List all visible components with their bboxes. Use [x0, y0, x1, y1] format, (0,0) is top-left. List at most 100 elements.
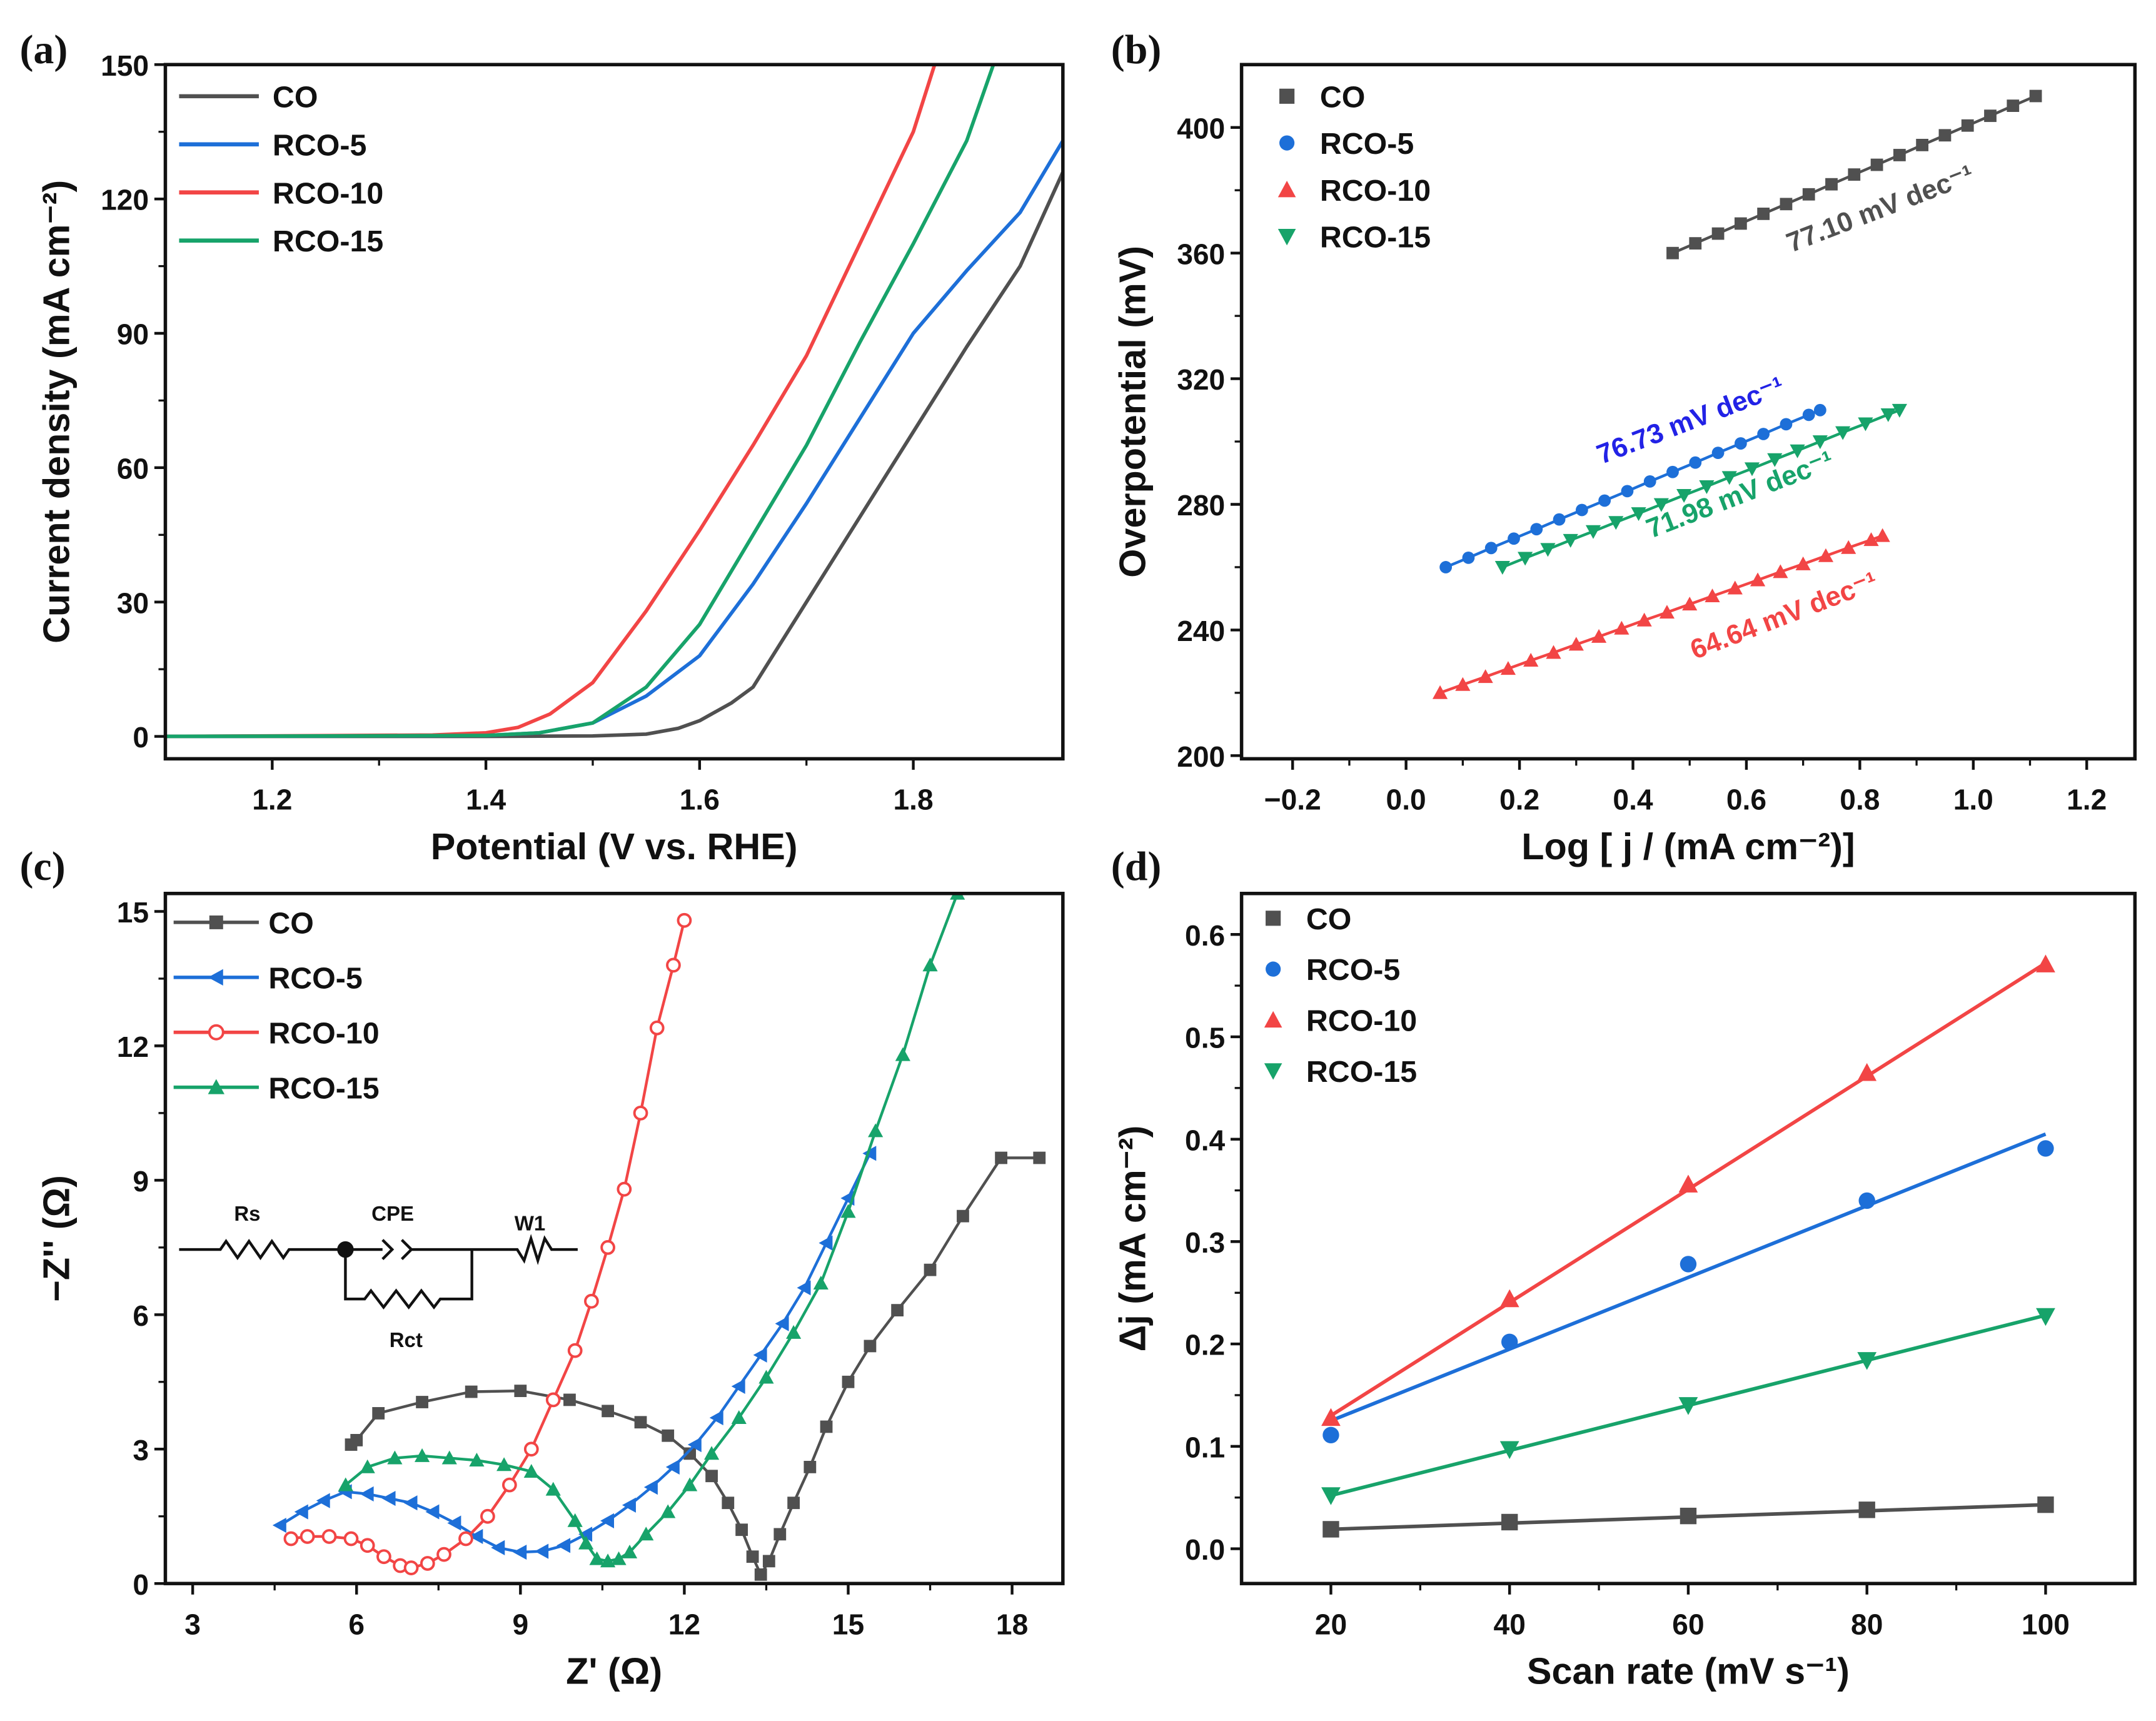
x-tick-label: 0.0: [1386, 784, 1426, 816]
resistor-rct: [344, 1249, 473, 1310]
data-point: [1500, 661, 1516, 675]
legend-label: RCO-15: [1320, 221, 1431, 255]
data-point: [465, 1385, 478, 1398]
legend-item-rco-5: RCO-5: [179, 128, 366, 162]
plot-frame: [1239, 892, 2137, 1585]
legend-label: RCO-10: [273, 176, 383, 210]
data-point: [545, 1481, 561, 1496]
data-point: [633, 1105, 648, 1121]
data-point: [1508, 532, 1520, 545]
series-line: [165, 64, 995, 739]
x-tick-label: 1.2: [2067, 784, 2107, 816]
data-point: [316, 1493, 330, 1508]
data-point: [1780, 418, 1793, 431]
x-tick-label: 1.6: [680, 784, 720, 816]
data-point: [957, 1209, 969, 1223]
data-point: [1961, 119, 1974, 132]
legend-item-rco-10: RCO-10: [1277, 174, 1431, 208]
data-point: [1682, 597, 1698, 611]
data-point: [1540, 543, 1556, 557]
legend-marker: [1266, 961, 1281, 977]
data-point: [1432, 685, 1448, 699]
data-point: [360, 1486, 374, 1501]
data-point: [1705, 588, 1720, 603]
series-line: [345, 893, 959, 1563]
legend-item-rco-15: RCO-15: [179, 225, 383, 258]
data-point: [425, 1504, 440, 1520]
circuit-label-w1: W1: [515, 1211, 545, 1234]
series-rco-10: [1432, 528, 1890, 699]
data-point: [868, 1123, 884, 1138]
data-point: [1848, 168, 1861, 181]
data-point: [1802, 188, 1815, 201]
legend-marker: [1266, 911, 1281, 926]
y-tick-label: 0.0: [1185, 1533, 1225, 1566]
data-point: [1676, 489, 1692, 503]
x-tick-label: 100: [2022, 1608, 2070, 1641]
data-point: [1875, 528, 1890, 542]
y-tick-label: 0.6: [1185, 919, 1225, 952]
data-point: [567, 1343, 583, 1358]
legend-label: CO: [268, 906, 314, 940]
data-point: [1711, 447, 1725, 460]
series-co: [345, 1151, 1046, 1581]
data-point: [922, 957, 938, 972]
data-point: [300, 1529, 315, 1544]
data-point: [441, 1450, 457, 1465]
legend-item-co: CO: [179, 80, 318, 114]
equivalent-circuit-diagram: [179, 1234, 578, 1310]
y-tick-label: 200: [1177, 740, 1225, 773]
data-point: [1680, 1507, 1697, 1525]
data-point: [1033, 1151, 1046, 1164]
x-tick-label: 18: [996, 1608, 1028, 1641]
data-point: [1575, 503, 1588, 517]
data-point: [447, 1515, 461, 1531]
legend-item-rco-5: RCO-5: [1266, 953, 1400, 987]
x-tick-label: 20: [1315, 1608, 1347, 1641]
data-point: [1455, 677, 1471, 691]
x-tick-label: 0.2: [1499, 784, 1539, 816]
data-point: [1818, 548, 1834, 562]
series-rco-15: [165, 64, 995, 739]
plot-area: [1432, 89, 2042, 699]
data-point: [1857, 1352, 1877, 1370]
data-point: [682, 1477, 698, 1491]
data-point: [611, 1551, 627, 1565]
data-point: [665, 1459, 680, 1475]
x-tick-label: 1.0: [1953, 784, 1993, 816]
slope-annotation: 76.73 mV dec⁻¹: [1593, 371, 1788, 470]
slope-annotation: 64.64 mV dec⁻¹: [1686, 566, 1882, 665]
chart-panel-b: −0.2 0.0 0.2 0.4 0.6 0.8 1.0 1.2 200 240 280 320 360…: [1111, 27, 2137, 867]
data-point: [1711, 227, 1725, 240]
series-rco-5: [1322, 1132, 2054, 1443]
data-point: [1530, 523, 1543, 536]
data-point: [584, 1293, 599, 1309]
y-tick-label: 280: [1177, 489, 1225, 522]
x-axis-label: Scan rate (mV s⁻¹): [1527, 1650, 1850, 1692]
legend-marker: [208, 1079, 224, 1094]
data-point: [1666, 246, 1679, 260]
data-point: [1321, 1408, 1341, 1426]
x-tick-label: 40: [1494, 1608, 1526, 1641]
series-rco-10: [165, 64, 937, 739]
data-point: [1767, 453, 1783, 467]
plot-area: [272, 893, 1046, 1581]
data-point: [1478, 669, 1493, 684]
data-point: [813, 1276, 829, 1290]
data-point: [649, 1020, 665, 1036]
x-tick-label: 1.8: [894, 784, 934, 816]
data-point: [1773, 564, 1788, 578]
y-tick-label: 400: [1177, 112, 1225, 144]
data-point: [513, 1544, 527, 1560]
data-point: [600, 1553, 616, 1568]
x-tick-label: 0.6: [1726, 784, 1766, 816]
data-point: [622, 1544, 638, 1558]
panel-label: (d): [1111, 844, 1162, 889]
series-line: [279, 1153, 872, 1554]
data-point: [1523, 653, 1539, 667]
legend-item-co: CO: [1266, 902, 1351, 936]
data-point: [819, 1235, 833, 1251]
legend-marker: [1264, 1063, 1282, 1080]
data-point: [797, 1280, 811, 1296]
data-point: [1653, 498, 1669, 512]
